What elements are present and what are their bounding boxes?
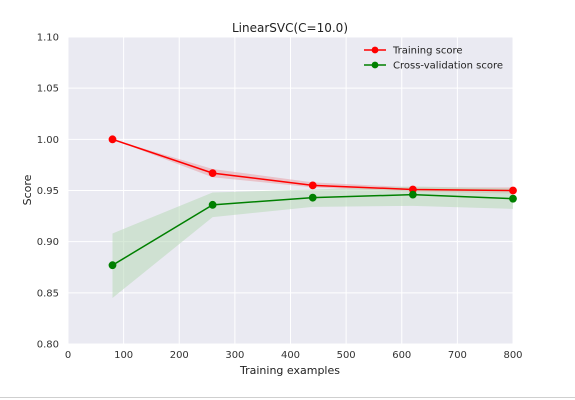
y-axis-title: Score — [21, 174, 34, 205]
x-tick-label: 300 — [225, 350, 244, 361]
x-tick-labels: 0 100 200 300 400 500 600 700 800 — [65, 350, 523, 361]
x-tick-label: 600 — [392, 350, 411, 361]
x-tick-label: 800 — [503, 350, 522, 361]
data-point — [509, 186, 517, 195]
data-point — [509, 194, 517, 203]
data-point — [308, 193, 317, 202]
y-tick-label: 0.80 — [37, 340, 59, 351]
legend-label: Training score — [392, 46, 463, 57]
legend: Training score Cross-validation score — [364, 46, 503, 72]
x-tick-label: 200 — [170, 350, 189, 361]
legend-marker — [371, 46, 379, 54]
bottom-divider — [0, 397, 575, 398]
chart-title: LinearSVC(C=10.0) — [232, 21, 348, 35]
y-tick-labels: 0.80 0.85 0.90 0.95 1.00 1.05 1.10 — [37, 33, 59, 351]
legend-marker — [371, 61, 379, 69]
y-tick-label: 1.00 — [37, 135, 59, 146]
data-point — [408, 190, 417, 199]
confidence-band — [112, 186, 513, 298]
data-point — [208, 200, 217, 209]
x-tick-label: 700 — [448, 350, 467, 361]
y-tick-label: 0.85 — [37, 288, 59, 299]
data-point — [308, 181, 317, 190]
legend-label: Cross-validation score — [393, 61, 503, 72]
x-tick-label: 100 — [114, 350, 133, 361]
data-point — [208, 169, 217, 178]
x-tick-label: 0 — [65, 350, 71, 361]
data-point — [108, 261, 117, 270]
y-tick-label: 1.05 — [37, 84, 59, 95]
grid-lines — [67, 36, 514, 345]
x-axis-title: Training examples — [239, 364, 340, 377]
y-tick-label: 0.95 — [37, 186, 59, 197]
x-tick-label: 500 — [337, 350, 356, 361]
y-tick-label: 1.10 — [37, 33, 59, 44]
series-points — [108, 135, 517, 270]
y-tick-label: 0.90 — [37, 237, 59, 248]
data-point — [108, 135, 117, 144]
x-tick-label: 400 — [281, 350, 300, 361]
